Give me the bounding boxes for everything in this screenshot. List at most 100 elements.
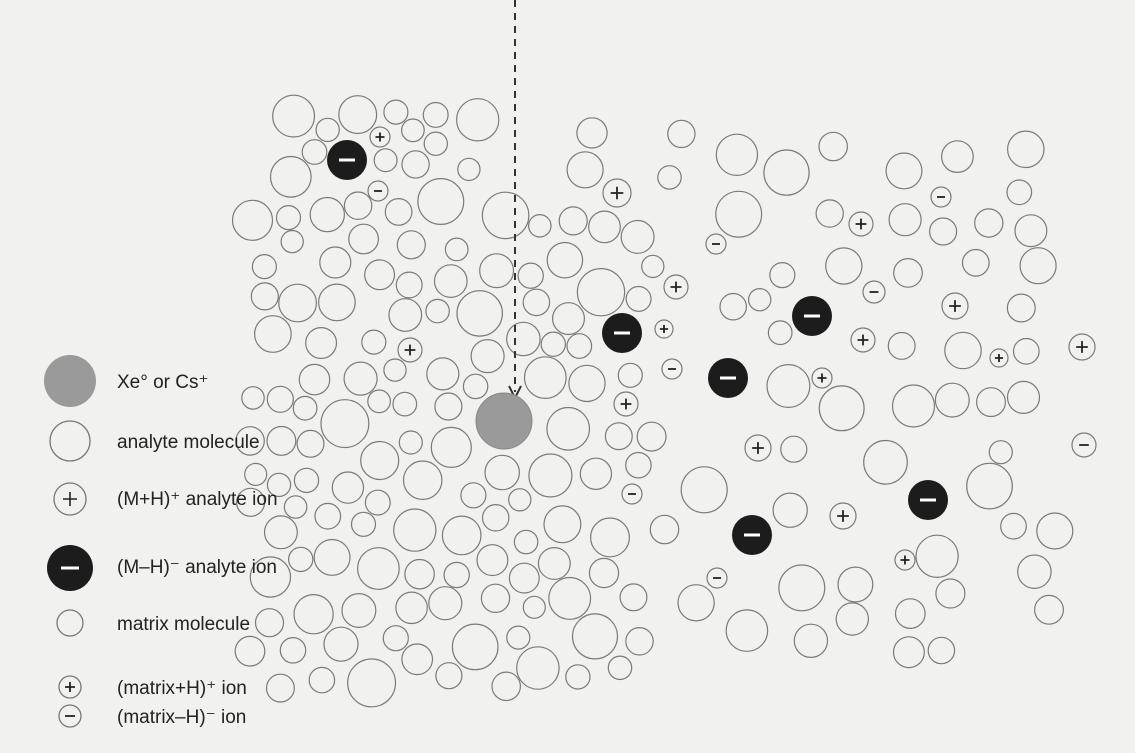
molecule (373, 148, 398, 173)
molecule (625, 451, 652, 479)
molecule (975, 387, 1006, 418)
molecule (444, 237, 469, 262)
molecule (401, 118, 425, 143)
plus-sign (659, 324, 669, 334)
molecule (887, 331, 916, 360)
molecule (780, 435, 808, 463)
molecule (566, 333, 593, 359)
molecule (793, 623, 829, 659)
molecule (548, 576, 592, 620)
legend-icon (56, 609, 84, 637)
molecule (404, 558, 435, 590)
molecule (835, 602, 870, 636)
molecule (319, 246, 352, 279)
molecule (266, 385, 294, 413)
molecule (383, 358, 407, 382)
molecule (892, 636, 925, 669)
molecule (491, 671, 521, 702)
legend-icon (65, 682, 75, 692)
molecule (934, 382, 970, 418)
molecule (566, 151, 604, 189)
molecule (443, 561, 470, 589)
molecule (1071, 432, 1097, 458)
molecule-field (231, 94, 1097, 708)
molecule (249, 556, 292, 598)
molecule (636, 421, 667, 452)
molecule (347, 658, 397, 708)
molecule (383, 99, 409, 125)
molecule (279, 636, 307, 664)
molecule (266, 472, 292, 498)
molecule (254, 608, 285, 638)
molecule (231, 199, 274, 241)
molecule (619, 583, 648, 612)
molecule (241, 386, 265, 410)
molecule (315, 117, 340, 143)
molecule (283, 495, 308, 519)
molecule (364, 489, 391, 516)
plus-sign (670, 281, 682, 293)
molecule (320, 399, 370, 449)
molecule (537, 546, 571, 580)
molecule (516, 646, 560, 690)
molecule (278, 283, 318, 323)
molecule (767, 320, 793, 346)
molecule (1017, 554, 1052, 590)
molecule (617, 362, 643, 388)
molecule (1007, 130, 1045, 169)
molecule (657, 165, 682, 190)
plus-sign (949, 300, 961, 312)
molecule (456, 290, 504, 337)
molecule (1006, 293, 1036, 323)
legend-label: (M–H)⁻ analyte ion (117, 557, 277, 578)
molecule (298, 363, 331, 396)
molecule (641, 254, 665, 279)
plus-sign (817, 373, 827, 383)
molecule (523, 356, 567, 400)
molecule (401, 643, 434, 676)
molecule (988, 440, 1013, 465)
molecule (484, 454, 521, 491)
molecule (434, 392, 463, 421)
molecule (680, 466, 728, 514)
molecule (818, 385, 865, 432)
molecule (613, 391, 639, 417)
molecule (476, 544, 509, 577)
molecule (301, 139, 328, 165)
molecule (565, 664, 591, 690)
molecule (396, 230, 426, 260)
molecule (620, 219, 655, 254)
molecule (506, 625, 531, 650)
molecule (417, 178, 465, 226)
molecule (313, 538, 351, 576)
legend-icon (44, 355, 96, 407)
molecule (253, 315, 292, 353)
molecule (341, 592, 377, 628)
molecule (470, 339, 505, 374)
molecule (308, 666, 336, 694)
molecule (318, 283, 356, 322)
molecule (263, 515, 298, 550)
molecule (543, 505, 582, 544)
molecule (460, 482, 487, 509)
molecule (481, 503, 510, 532)
molecule (430, 426, 472, 468)
molecule (930, 186, 952, 208)
molecule (395, 591, 428, 625)
molecule (382, 625, 409, 652)
molecule (621, 483, 643, 505)
molecule (392, 391, 418, 417)
molecule (357, 547, 400, 590)
molecule (343, 361, 378, 396)
molecule (935, 578, 966, 609)
molecule (292, 395, 318, 421)
molecule (395, 271, 423, 299)
molecule (915, 534, 959, 579)
molecule (894, 598, 926, 629)
plus-sign (610, 186, 624, 200)
molecule (275, 205, 302, 231)
molecule (441, 515, 482, 556)
molecule (1068, 333, 1096, 361)
molecule (462, 373, 489, 400)
molecule (625, 285, 652, 312)
